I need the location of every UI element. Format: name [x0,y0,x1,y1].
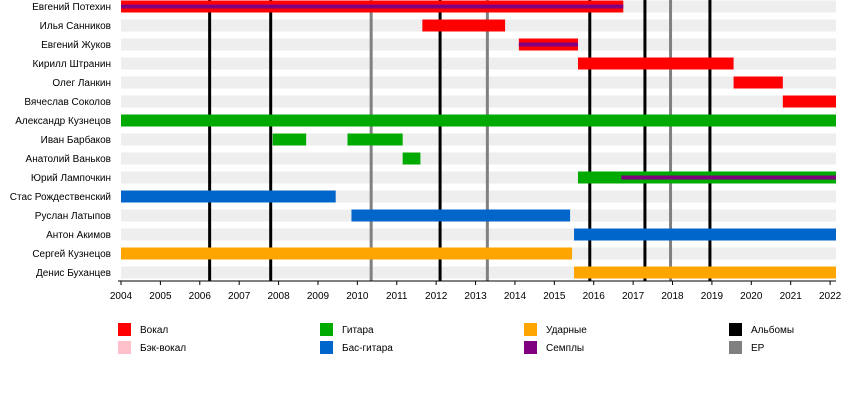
x-tick-label: 2018 [661,291,684,302]
x-tick-label: 2011 [386,291,408,302]
bar-samples-overlay [518,42,578,47]
member-bars [121,0,836,279]
x-tick-label: 2006 [189,291,212,302]
bar-drums [121,247,573,260]
bar-guitar [272,133,307,146]
member-label: Кирилл Штранин [32,59,111,70]
bar-guitar [347,133,403,146]
legend-swatch-ep [729,341,742,354]
bar-bass [351,209,571,222]
legend-swatch-vocal [118,323,131,336]
bar-vocal [733,76,783,89]
legend-label-albums: Альбомы [751,324,794,336]
x-tick-label: 2013 [464,291,487,302]
row-stripe [121,76,836,89]
bar-bass [574,228,836,241]
legend-swatch-albums [729,323,742,336]
release-lines [208,0,712,281]
legend-swatch-bass [320,341,333,354]
member-label: Анатолий Ваньков [26,154,111,165]
legend-label-ep: EP [751,343,765,354]
member-label: Юрий Лампочкин [31,173,111,184]
row-stripe [121,38,836,51]
member-label: Стас Рождественский [10,192,111,203]
member-label: Иван Барбаков [41,134,111,146]
member-label: Вячеслав Соколов [24,97,111,108]
member-label: Руслан Латыпов [35,211,111,222]
member-label: Александр Кузнецов [15,116,111,127]
bar-vocal [577,57,734,70]
legend-label-guitar: Гитара [342,325,374,336]
legend-label-drums: Ударные [546,325,587,336]
x-tick-label: 2020 [740,291,763,302]
x-tick-label: 2005 [149,291,172,302]
bar-samples-overlay [621,175,836,180]
row-stripe [121,133,836,146]
legend-swatch-guitar [320,323,333,336]
x-tick-label: 2009 [307,291,330,302]
legend-label-backvocal: Бэк-вокал [140,343,186,354]
x-tick-label: 2017 [622,291,645,302]
x-tick-label: 2016 [583,291,606,302]
member-labels: Евгений Потехин Илья Санников Евгений Жуко… [10,2,111,279]
x-tick-label: 2022 [819,291,842,302]
legend-swatch-samples [524,341,537,354]
x-tick-label: 2008 [267,291,290,302]
legend: Вокал Гитара Ударные Альбомы Бэк-вокал Бас-ги… [118,323,794,354]
bar-drums [574,266,836,279]
x-axis: 2004 2005 2006 2007 2008 2009 2010 2011 2012 2013… [110,280,842,302]
x-tick-label: 2014 [504,291,527,302]
bar-vocal [422,19,506,32]
member-label: Сергей Кузнецов [32,249,111,260]
bar-guitar [121,114,836,127]
x-tick-label: 2007 [228,291,251,302]
legend-label-samples: Семплы [546,343,584,354]
member-label: Антон Акимов [46,230,111,241]
legend-label-bass: Бас-гитара [342,343,393,354]
member-label: Денис Буханцев [36,268,111,279]
bar-guitar [402,152,421,165]
legend-swatch-backvocal [118,341,131,354]
x-tick-label: 2015 [543,291,566,302]
x-tick-label: 2004 [110,291,133,302]
legend-label-vocal: Вокал [140,325,168,336]
member-label: Илья Санников [40,21,111,32]
legend-swatch-drums [524,323,537,336]
x-tick-label: 2012 [425,291,448,302]
x-tick-label: 2019 [701,291,724,302]
row-stripe [121,95,836,108]
bar-samples-overlay [121,4,624,9]
member-label: Евгений Потехин [32,2,111,13]
member-label: Олег Ланкин [52,78,111,89]
row-stripe [121,152,836,165]
bar-bass [121,190,336,203]
member-label: Евгений Жуков [41,40,111,51]
x-tick-label: 2010 [346,291,369,302]
bar-vocal [782,95,836,108]
x-tick-label: 2021 [780,291,803,302]
